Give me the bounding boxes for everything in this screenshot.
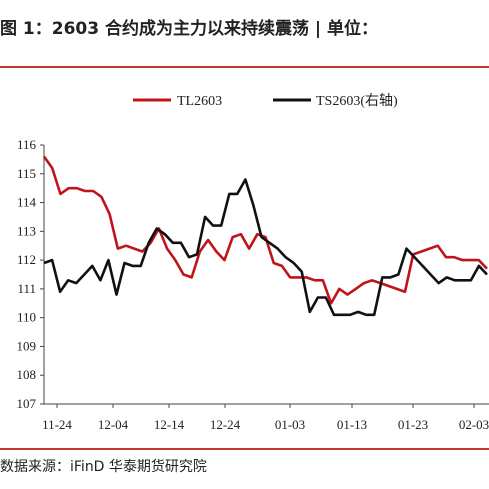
series-line-tl2603	[42, 155, 488, 305]
x-tick-label: 01-23	[398, 417, 428, 432]
x-tick-label: 12-24	[210, 417, 241, 432]
y-tick-label: 113	[17, 223, 36, 238]
x-tick-label: 02-03	[459, 417, 489, 432]
top-divider	[0, 66, 489, 68]
x-axis-ticks: 11-24 12-04 12-14 12-24 01-03 01-13 01-23 02-03	[42, 404, 489, 432]
y-tick-label: 108	[17, 367, 37, 382]
legend: TL2603 TS2603(右轴)	[133, 93, 398, 109]
x-tick-label: 01-13	[337, 417, 367, 432]
y-tick-label: 107	[17, 396, 37, 411]
series-group	[42, 155, 488, 317]
y-tick-label: 115	[17, 166, 36, 181]
y-tick-label: 111	[17, 281, 36, 296]
x-tick-label: 01-03	[275, 417, 305, 432]
legend-label-tl: TL2603	[177, 94, 222, 109]
y-tick-label: 112	[17, 252, 36, 267]
legend-label-ts: TS2603(右轴)	[316, 93, 398, 109]
source-note: 数据来源：iFinD 华泰期货研究院	[0, 459, 207, 475]
y-tick-label: 116	[17, 137, 37, 152]
x-tick-label: 12-14	[154, 417, 185, 432]
y-tick-label: 110	[17, 310, 36, 325]
series-line-ts2603	[43, 178, 488, 317]
x-tick-label: 11-24	[42, 417, 72, 432]
figure-title: 图 1：2603 合约成为主力以来持续震荡 | 单位：	[0, 19, 379, 39]
y-tick-label: 114	[17, 195, 37, 210]
y-axis-ticks: 116 115 114 113 112 111 110 109 108 107	[17, 137, 44, 411]
y-tick-label: 109	[17, 338, 37, 353]
bottom-divider	[0, 448, 489, 450]
x-tick-label: 12-04	[98, 417, 129, 432]
